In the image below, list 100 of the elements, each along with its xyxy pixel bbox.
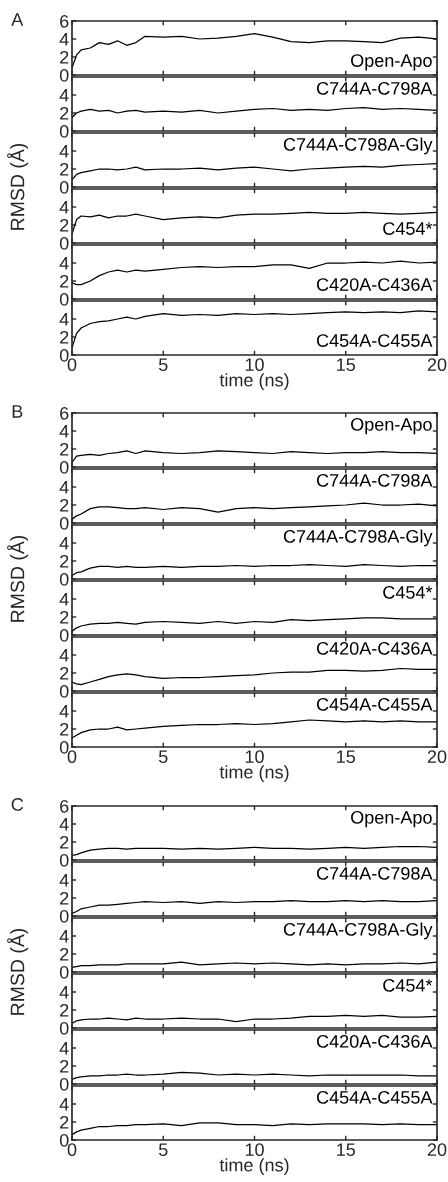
y-tick-label: 4: [59, 89, 69, 102]
y-tick-label: 4: [59, 874, 69, 887]
y-tick-label: 0: [59, 180, 69, 194]
y-tick-label: 0: [59, 909, 69, 923]
y-tick-label: 0: [59, 460, 69, 474]
y-tick-label: 4: [59, 537, 69, 550]
y-tick-label: 2: [60, 1059, 69, 1073]
y-tick-label: 4: [59, 481, 69, 494]
series-label: C454A-C455A: [316, 697, 433, 711]
y-tick-label: 4: [59, 425, 69, 438]
series-label: C454*: [383, 222, 433, 235]
x-tick-label: 20: [427, 750, 447, 764]
y-tick-label: 2: [60, 50, 69, 64]
series-label: C744A-C798A: [316, 81, 433, 95]
x-tick-label: 5: [158, 358, 168, 372]
y-tick-label: 0: [59, 516, 69, 530]
series-label: Open-Apo: [351, 417, 432, 435]
y-tick-label: 2: [60, 891, 69, 905]
x-tick-label: 15: [337, 750, 356, 764]
y-tick-label: 2: [60, 610, 69, 624]
x-tick-label: 10: [245, 750, 264, 764]
x-axis-title: time (ns): [219, 373, 289, 391]
y-tick-label: 4: [59, 201, 69, 214]
y-tick-label: 4: [59, 1042, 69, 1055]
y-tick-label: 6: [60, 406, 69, 420]
y-tick-label: 2: [60, 442, 69, 456]
series-label: Open-Apo: [351, 54, 432, 71]
x-tick-label: 15: [337, 1143, 356, 1157]
line-series: [72, 845, 437, 857]
series-label: C454*: [383, 978, 433, 992]
y-tick-label: 0: [59, 68, 69, 82]
series-label: C744A-C798A-Gly: [283, 922, 433, 940]
series-label: C454*: [383, 585, 433, 599]
y-tick-label: 0: [59, 124, 69, 138]
y-tick-label: 0: [59, 572, 69, 586]
y-tick-label: 6: [60, 799, 69, 813]
line-series: [72, 1122, 437, 1136]
text: B: [12, 405, 23, 418]
y-tick-label: 6: [60, 14, 69, 28]
line-series: [72, 106, 437, 119]
y-tick-label: 4: [59, 145, 69, 158]
y-tick-label: 0: [59, 965, 69, 979]
x-tick-label: 10: [245, 1143, 264, 1157]
x-tick-label: 5: [158, 1143, 168, 1157]
text: C: [11, 798, 24, 811]
line-series: [72, 667, 437, 686]
y-tick-label: 0: [59, 236, 69, 250]
line-series: [72, 719, 437, 739]
series-label: C420A-C436A: [316, 1034, 433, 1048]
y-tick-label: 2: [60, 666, 69, 680]
series-label: C454A-C455A: [316, 1090, 433, 1104]
y-tick-label: 0: [59, 853, 69, 867]
line-series: [72, 1071, 437, 1081]
y-tick-label: 4: [59, 818, 69, 831]
y-tick-label: 4: [59, 705, 69, 718]
y-tick-label: 4: [59, 986, 69, 999]
y-tick-label: 0: [59, 292, 69, 306]
series-label: C420A-C436A: [316, 641, 433, 655]
y-tick-label: 0: [59, 628, 69, 642]
y-axis-title: RMSD (Å): [7, 143, 29, 230]
y-tick-label: 4: [59, 930, 69, 943]
series-label: C454A-C455A: [316, 334, 433, 347]
y-tick-label: 4: [59, 1098, 69, 1111]
y-tick-label: 4: [59, 649, 69, 662]
series-label: Open-Apo: [351, 810, 432, 828]
y-tick-label: 0: [59, 684, 69, 698]
line-series: [72, 1014, 437, 1025]
series-label: C744A-C798A-Gly: [283, 529, 433, 547]
y-tick-label: 4: [59, 257, 69, 270]
y-tick-label: 4: [59, 33, 69, 46]
x-axis-title: time (ns): [219, 765, 289, 783]
series-label: C744A-C798A: [316, 473, 433, 487]
y-tick-label: 0: [59, 1021, 69, 1035]
y-tick-label: 2: [60, 554, 69, 568]
y-tick-label: 2: [60, 330, 69, 344]
y-tick-label: 4: [59, 593, 69, 606]
line-series: [72, 450, 437, 464]
x-tick-label: 20: [427, 1143, 447, 1157]
y-tick-label: 0: [59, 740, 69, 754]
y-tick-label: 4: [59, 313, 69, 326]
y-tick-label: 2: [60, 835, 69, 849]
line-series: [72, 32, 437, 69]
y-axis-title: RMSD (Å): [7, 928, 29, 1015]
y-tick-label: 2: [60, 274, 69, 288]
y-tick-label: 2: [60, 162, 69, 176]
y-tick-label: 2: [60, 218, 69, 232]
line-series: [72, 162, 437, 181]
x-tick-label: 20: [427, 358, 447, 372]
y-tick-label: 2: [60, 106, 69, 120]
text: A: [11, 13, 24, 26]
x-tick-label: 10: [245, 358, 264, 372]
y-tick-label: 2: [60, 1115, 69, 1129]
series-label: C420A-C436A: [316, 278, 433, 291]
series-label: C744A-C798A-Gly: [283, 137, 433, 155]
y-tick-label: 2: [60, 947, 69, 961]
series-label: C744A-C798A: [316, 866, 433, 880]
y-axis-title: RMSD (Å): [7, 535, 29, 622]
x-tick-label: 5: [158, 750, 168, 764]
y-tick-label: 2: [60, 1003, 69, 1017]
y-tick-label: 2: [60, 498, 69, 512]
